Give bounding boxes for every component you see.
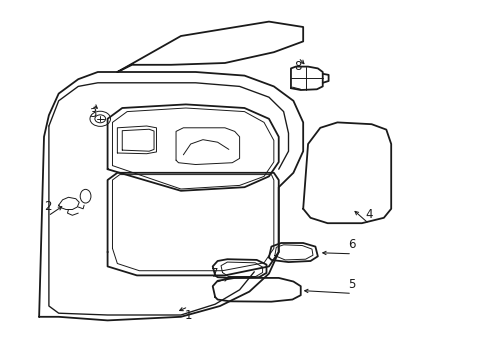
Text: 5: 5 bbox=[347, 278, 355, 291]
Text: 3: 3 bbox=[89, 107, 97, 120]
Text: 2: 2 bbox=[44, 201, 52, 213]
Text: 1: 1 bbox=[184, 309, 192, 322]
Text: 8: 8 bbox=[294, 60, 302, 73]
Text: 6: 6 bbox=[347, 238, 355, 251]
Text: 4: 4 bbox=[365, 208, 372, 221]
Text: 7: 7 bbox=[211, 267, 219, 280]
